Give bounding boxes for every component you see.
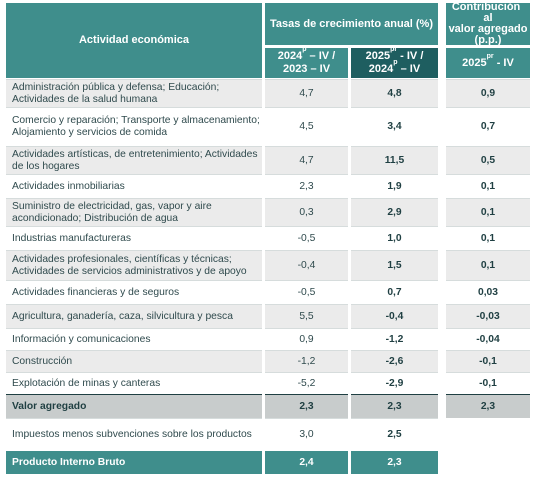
value-contribution: -0,1 [446,372,530,394]
table-row: Actividades artísticas, de entretenimien… [6,146,530,174]
value-2025: 2,5 [351,418,438,451]
value-contribution: -0,03 [446,304,530,328]
gdp-growth-table: Actividad económica Tasas de crecimiento… [6,0,530,479]
value-2025: -2,6 [351,350,438,372]
row-label: Información y comunicaciones [6,328,262,350]
row-label: Producto Interno Bruto [6,451,262,474]
table-row: Comercio y reparación; Transporte y alma… [6,107,530,146]
header-col-contrib-2025: 2025pr - IV [446,48,530,78]
value-2024: -1,2 [265,350,348,372]
value-2024: -0,5 [265,226,348,250]
value-contribution: -0,04 [446,328,530,350]
header-growth-rates: Tasas de crecimiento anual (%) [265,3,438,45]
row-label: Comercio y reparación; Transporte y alma… [6,107,262,146]
value-contribution: 0,7 [446,107,530,146]
empty-cell [446,418,530,451]
table-row: Administración pública y defensa; Educac… [6,79,530,107]
header-activity: Actividad económica [6,3,262,78]
value-contribution: 0,9 [446,79,530,107]
valor-agregado-row: Valor agregado 2,3 2,3 2,3 [6,394,530,418]
value-2024: 4,7 [265,79,348,107]
table-row: Industrias manufactureras -0,5 1,0 0,1 [6,226,530,250]
row-label: Agricultura, ganadería, caza, silvicultu… [6,304,262,328]
value-2025: -2,9 [351,372,438,394]
value-2024: -5,2 [265,372,348,394]
table-row: Actividades inmobiliarias 2,3 1,9 0,1 [6,174,530,198]
header-col-2025: 2025pr - IV / 2024p – IV [351,46,438,78]
value-2025: 2,9 [351,198,438,226]
value-2025: 11,5 [351,146,438,174]
value-2024: 2,4 [265,451,348,474]
row-label: Administración pública y defensa; Educac… [6,79,262,107]
table-row: Suministro de electricidad, gas, vapor y… [6,198,530,226]
table-row: Actividades financieras y de seguros -0,… [6,280,530,304]
table-row: Explotación de minas y canteras -5,2 -2,… [6,372,530,394]
row-label: Actividades inmobiliarias [6,174,262,198]
table-row: Agricultura, ganadería, caza, silvicultu… [6,304,530,328]
value-2025: -1,2 [351,328,438,350]
value-2025: 1,9 [351,174,438,198]
value-contribution: 0,1 [446,174,530,198]
value-contribution: -0,1 [446,350,530,372]
value-contribution: 0,1 [446,250,530,280]
table-row: Actividades profesionales, científicas y… [6,250,530,280]
value-contribution: 0,03 [446,280,530,304]
value-2025: 3,4 [351,107,438,146]
value-2024: -0,5 [265,280,348,304]
header-contribution: Contribucióna al valor agregado (p.p.) [446,0,530,46]
row-label: Explotación de minas y canteras [6,372,262,394]
row-label: Impuestos menos subvenciones sobre los p… [6,418,262,451]
row-label: Actividades financieras y de seguros [6,280,262,304]
value-contribution: 0,5 [446,146,530,174]
value-2024: -0,4 [265,250,348,280]
value-contribution: 0,1 [446,226,530,250]
row-label: Actividades profesionales, científicas y… [6,250,262,280]
row-label: Actividades artísticas, de entretenimien… [6,146,262,174]
row-label: Construcción [6,350,262,372]
value-2024: 0,3 [265,198,348,226]
pib-row: Producto Interno Bruto 2,4 2,3 [6,451,530,474]
value-contribution: 2,3 [446,394,530,418]
value-2025: 2,3 [351,394,438,418]
value-2024: 4,7 [265,146,348,174]
row-label: Suministro de electricidad, gas, vapor y… [6,198,262,226]
row-label: Valor agregado [6,394,262,418]
empty-cell [446,451,530,474]
value-2024: 4,5 [265,107,348,146]
value-2024: 2,3 [265,394,348,418]
value-2025: 2,3 [351,451,438,474]
header-col-2024: 2024p – IV / 2023 – IV [265,46,348,78]
table-row: Construcción -1,2 -2,6 -0,1 [6,350,530,372]
value-2025: 1,5 [351,250,438,280]
value-2024: 5,5 [265,304,348,328]
table-row: Información y comunicaciones 0,9 -1,2 -0… [6,328,530,350]
row-label: Industrias manufactureras [6,226,262,250]
value-2025: 4,8 [351,79,438,107]
value-2025: 0,7 [351,280,438,304]
value-2024: 3,0 [265,418,348,451]
value-2025: -0,4 [351,304,438,328]
impuestos-row: Impuestos menos subvenciones sobre los p… [6,418,530,451]
value-contribution: 0,1 [446,198,530,226]
value-2024: 2,3 [265,174,348,198]
value-2024: 0,9 [265,328,348,350]
value-2025: 1,0 [351,226,438,250]
table-body: Administración pública y defensa; Educac… [6,79,530,474]
